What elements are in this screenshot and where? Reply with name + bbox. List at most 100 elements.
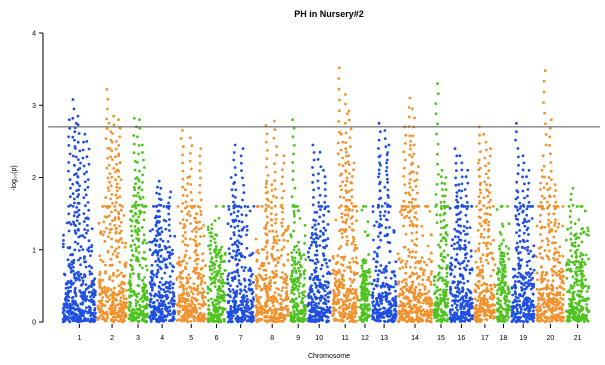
data-point [378,214,382,218]
data-point [98,292,102,296]
data-point [385,166,389,169]
data-point [376,203,380,207]
data-point [105,107,109,111]
data-point [394,310,398,313]
data-point [456,283,460,287]
data-point [266,311,269,315]
data-point [405,320,408,324]
data-point [398,210,402,214]
data-point [340,263,343,266]
data-point [233,277,237,280]
data-point [66,258,70,262]
data-point [196,284,200,288]
data-point [240,296,244,299]
data-point [202,234,206,238]
data-point [113,312,117,315]
data-point [106,300,110,303]
data-point [339,282,343,286]
data-point [352,278,356,282]
data-point [195,253,199,257]
data-point [186,212,190,216]
data-point [286,253,290,256]
data-point [211,301,215,304]
data-point [342,269,346,272]
data-point [232,231,236,234]
data-point [77,193,81,196]
data-point [491,303,495,306]
data-point [122,320,125,324]
data-point [175,278,179,281]
data-point [75,271,79,275]
data-point [403,142,407,145]
data-point [291,178,295,182]
data-point [248,307,252,311]
data-point [81,156,85,160]
data-point [394,280,397,283]
data-point [214,255,218,259]
data-point [137,251,141,255]
data-point [326,285,330,289]
data-point [282,264,286,267]
data-point [133,311,137,315]
data-point [118,126,122,130]
data-point [326,223,330,226]
data-point [159,186,163,190]
data-point [275,300,279,304]
data-point [303,312,307,316]
data-point [109,288,113,292]
data-point [142,218,146,222]
data-point [123,282,126,286]
data-point [137,195,141,199]
data-point [77,213,81,217]
data-point [206,228,210,232]
data-point [233,291,237,294]
data-point [337,77,341,80]
data-point [127,282,131,285]
data-point [321,309,324,312]
data-point [356,261,359,265]
data-point [162,314,166,317]
data-point [345,191,349,195]
data-point [437,273,440,276]
data-point [301,311,304,315]
data-point [341,307,345,311]
data-point [326,292,330,295]
data-point [308,258,312,262]
data-point [68,320,72,324]
data-point [78,308,82,312]
data-point [308,277,312,281]
data-point [189,303,193,307]
data-point [353,315,357,319]
data-point [464,268,468,272]
data-point [266,221,269,225]
data-point [68,313,71,316]
data-point [236,239,240,243]
data-point [62,242,65,246]
data-point [337,87,341,91]
data-point [488,303,492,307]
data-point [429,308,433,311]
data-point [297,292,301,295]
data-point [405,287,409,291]
data-point [316,260,320,264]
data-point [255,308,259,312]
data-point [105,226,108,230]
data-point [202,313,205,317]
data-point [185,287,188,290]
data-point [405,283,408,287]
data-point [440,226,443,230]
data-point [110,210,113,214]
data-point [239,154,243,158]
data-point [280,308,283,311]
data-point [234,240,237,244]
data-point [80,276,84,280]
data-point [182,259,186,262]
data-point [271,229,275,233]
data-point [89,254,92,257]
data-point [187,294,191,298]
data-point [88,264,91,268]
data-point [377,304,381,308]
data-point [221,306,225,310]
data-point [478,304,481,308]
data-point [443,194,447,198]
